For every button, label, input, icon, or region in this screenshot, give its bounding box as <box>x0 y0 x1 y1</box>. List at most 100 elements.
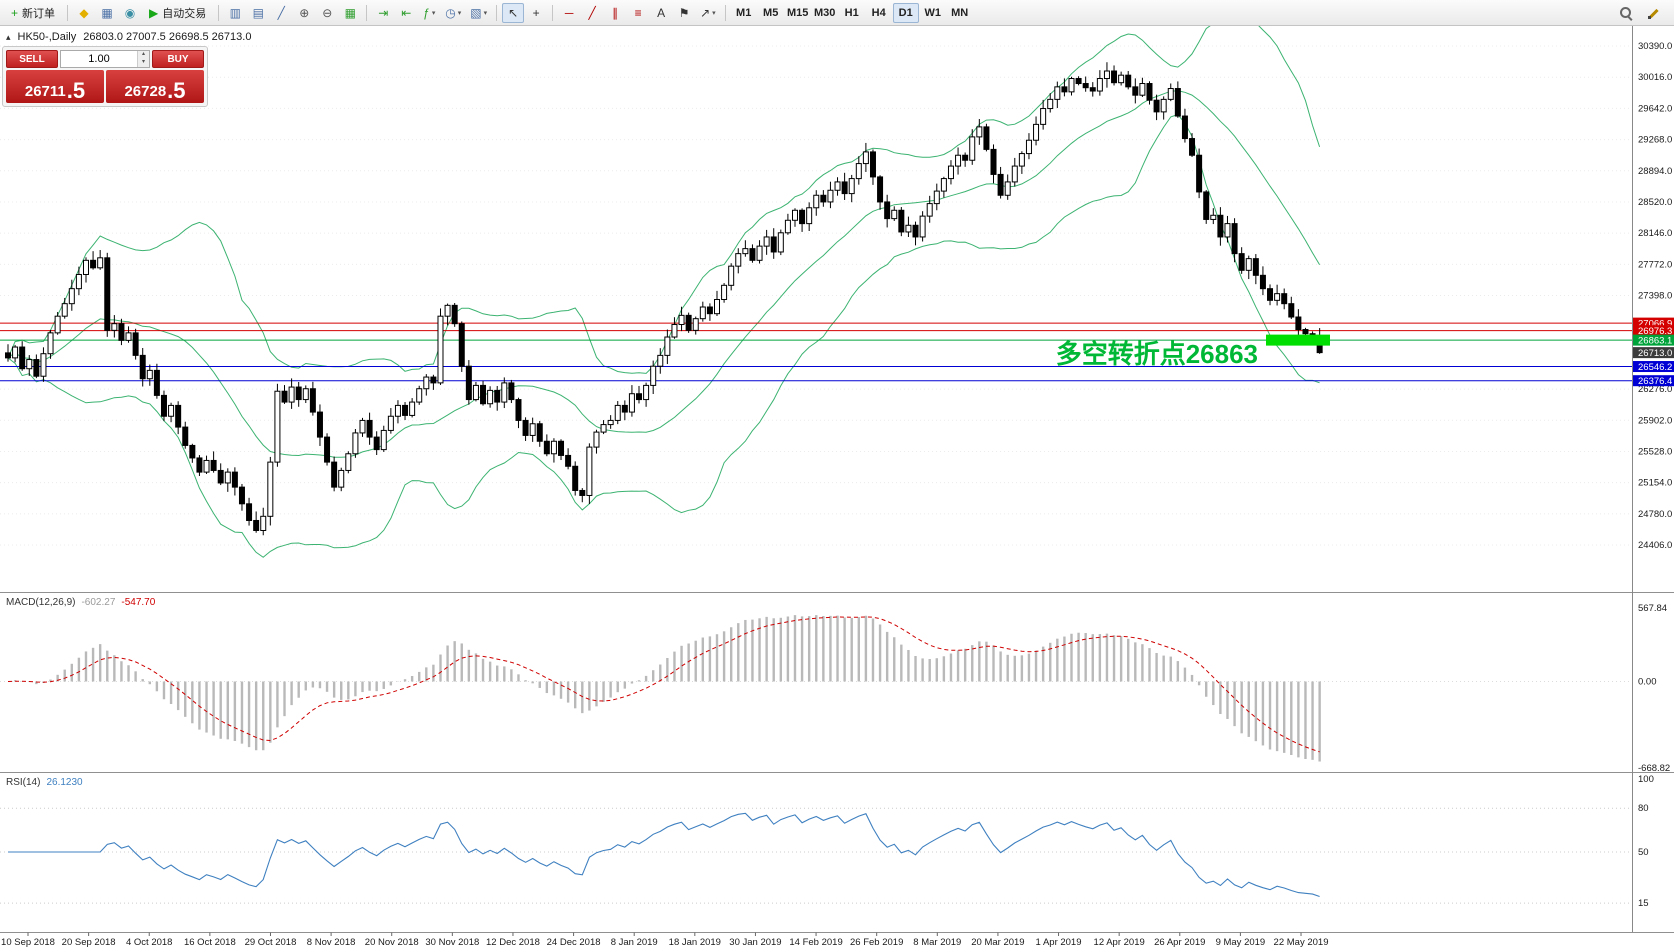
fibonacci-icon-glyph: ≡ <box>634 5 642 20</box>
time-axis[interactable]: 10 Sep 2018 20 Sep 2018 4 Oct 2018 16 Oct 2… <box>1 932 1328 949</box>
rsi-indicator <box>0 807 1632 904</box>
crosshair-icon[interactable]: + <box>525 3 547 23</box>
timeframe-h1-button[interactable]: H1 <box>839 3 865 23</box>
timeframe-h4-button[interactable]: H4 <box>866 3 892 23</box>
svg-text:20 Nov 2018: 20 Nov 2018 <box>365 937 419 948</box>
svg-text:14 Feb 2019: 14 Feb 2019 <box>789 937 842 948</box>
svg-text:29268.0: 29268.0 <box>1638 135 1672 146</box>
level-price-badge-27066.9 <box>1633 317 1674 329</box>
annotation-text[interactable]: 多空转折点26863 <box>1056 339 1258 369</box>
toolbar-separator <box>67 4 69 21</box>
svg-text:26276.0: 26276.0 <box>1638 384 1672 395</box>
buy-button[interactable]: BUY <box>152 50 204 68</box>
svg-text:567.84: 567.84 <box>1638 603 1667 614</box>
svg-text:9 May 2019: 9 May 2019 <box>1216 937 1266 948</box>
horizontal-line-icon-glyph: ─ <box>564 5 574 20</box>
line-chart-icon[interactable]: ╱ <box>270 3 292 23</box>
candlestick-chart-icon-glyph: ▤ <box>252 5 264 20</box>
bar-chart-icon[interactable]: ▥ <box>224 3 246 23</box>
plus-icon: + <box>11 5 19 20</box>
toolbar-separator <box>552 4 554 21</box>
svg-text:8 Nov 2018: 8 Nov 2018 <box>307 937 356 948</box>
horizontal-line-icon[interactable]: ─ <box>558 3 580 23</box>
toolbar-separator <box>724 4 726 21</box>
timeframe-m5-button[interactable]: M5 <box>758 3 784 23</box>
svg-text:28146.0: 28146.0 <box>1638 228 1672 239</box>
toolbar-separator <box>218 4 220 21</box>
svg-text:27772.0: 27772.0 <box>1638 259 1672 270</box>
toolbar: + 新订单 ◆ ▦ ◉ ▶ 自动交易 ▥ ▤ ╱ ⊕ ⊖ ▦ ⇥ ⇤ ƒ ▾ ◷ ▾ ▧ ▾ ↖ + ─ ╱ ∥ ≡ A ⚑ ↗ ▾ M1 M5… <box>0 0 1674 26</box>
zoom-out-icon[interactable]: ⊖ <box>316 3 338 23</box>
chart-corner-label: ▴ HK50-,Daily 26803.0 27007.5 26698.5 26… <box>6 31 251 43</box>
timeframe-w1-button[interactable]: W1 <box>920 3 946 23</box>
terminal-icon[interactable]: ▦ <box>96 3 118 23</box>
buy-price-main: 26728 <box>124 83 167 100</box>
bollinger-bands <box>7 26 1321 558</box>
svg-text:80: 80 <box>1638 803 1649 814</box>
timeframe-m15-button[interactable]: M15 <box>785 3 811 23</box>
tile-windows-icon[interactable]: ▦ <box>339 3 361 23</box>
toolbar-separator <box>496 4 498 21</box>
arrows-icon[interactable]: ↗ ▾ <box>696 3 720 23</box>
toolbar-separator <box>366 4 368 21</box>
svg-text:25902.0: 25902.0 <box>1638 415 1672 426</box>
volume-down-button[interactable]: ▾ <box>138 59 149 67</box>
volume-up-button[interactable]: ▴ <box>138 51 149 59</box>
new-order-button[interactable]: + 新订单 <box>4 3 62 23</box>
macd-value-signal: -547.70 <box>121 597 156 608</box>
svg-text:30 Jan 2019: 30 Jan 2019 <box>729 937 781 948</box>
metaeditor-icon[interactable]: ◆ <box>73 3 95 23</box>
price-axis[interactable]: 30390.0 30016.0 29642.0 29268.0 28894.0 28520… <box>1633 41 1674 551</box>
templates-icon[interactable]: ▧ ▾ <box>466 3 491 23</box>
sell-price-button[interactable]: 26711.5 <box>6 70 104 103</box>
svg-text:4 Oct 2018: 4 Oct 2018 <box>126 937 172 948</box>
search-icon[interactable] <box>1614 3 1636 23</box>
turning-point-highlight[interactable] <box>1266 334 1330 346</box>
candlestick-chart-icon[interactable]: ▤ <box>247 3 269 23</box>
terminal-icon-glyph: ▦ <box>101 5 113 20</box>
svg-text:8 Mar 2019: 8 Mar 2019 <box>913 937 961 948</box>
svg-text:10 Sep 2018: 10 Sep 2018 <box>1 937 55 948</box>
auto-scroll-icon[interactable]: ⇥ <box>372 3 394 23</box>
tile-windows-icon-glyph: ▦ <box>344 5 356 20</box>
periods-icon[interactable]: ◷ ▾ <box>441 3 465 23</box>
auto-scroll-icon-glyph: ⇥ <box>378 5 389 20</box>
timeframe-d1-button[interactable]: D1 <box>892 2 919 23</box>
ohlc-readout: 26803.0 27007.5 26698.5 26713.0 <box>83 31 252 43</box>
horizontal-level-lines <box>0 322 1632 382</box>
zoom-in-icon[interactable]: ⊕ <box>293 3 315 23</box>
symbol-timeframe: HK50-,Daily <box>17 31 77 43</box>
buy-price-pips: .5 <box>167 78 186 103</box>
rsi-label: RSI(14) 26.1230 <box>6 777 83 788</box>
cursor-icon[interactable]: ↖ <box>502 2 525 23</box>
autotrading-button[interactable]: ▶ 自动交易 <box>142 3 213 23</box>
svg-text:0.00: 0.00 <box>1638 677 1657 688</box>
timeframe-mn-button[interactable]: MN <box>947 3 973 23</box>
level-price-badge-26976.3 <box>1633 325 1674 337</box>
timeframe-m30-button-label: M30 <box>813 6 836 19</box>
svg-text:27066.9: 27066.9 <box>1638 319 1672 330</box>
autotrading-button-label: 自动交易 <box>162 7 207 20</box>
sell-button[interactable]: SELL <box>6 50 58 68</box>
cursor-icon-glyph: ↖ <box>508 5 519 20</box>
fibonacci-icon[interactable]: ≡ <box>627 3 649 23</box>
text-label-icon[interactable]: ⚑ <box>673 3 695 23</box>
svg-text:20 Mar 2019: 20 Mar 2019 <box>971 937 1024 948</box>
rsi-axis: 100 80 50 15 <box>1638 774 1654 909</box>
buy-price-button[interactable]: 26728.5 <box>106 70 204 103</box>
chart-shift-icon[interactable]: ⇤ <box>395 3 417 23</box>
equidistant-channel-icon[interactable]: ∥ <box>604 3 626 23</box>
strategy-tester-icon[interactable]: ◉ <box>119 3 141 23</box>
candles <box>5 62 1323 536</box>
edit-icon[interactable] <box>1642 3 1664 23</box>
svg-text:100: 100 <box>1638 774 1654 785</box>
svg-text:26713.0: 26713.0 <box>1638 348 1672 359</box>
timeframe-m30-button[interactable]: M30 <box>812 3 838 23</box>
svg-text:24406.0: 24406.0 <box>1638 540 1672 551</box>
text-icon[interactable]: A <box>650 3 672 23</box>
trendline-icon[interactable]: ╱ <box>581 3 603 23</box>
volume-input[interactable] <box>61 51 137 67</box>
sell-price-pips: .5 <box>66 78 86 103</box>
timeframe-m1-button[interactable]: M1 <box>731 3 757 23</box>
indicators-icon[interactable]: ƒ ▾ <box>418 3 440 23</box>
